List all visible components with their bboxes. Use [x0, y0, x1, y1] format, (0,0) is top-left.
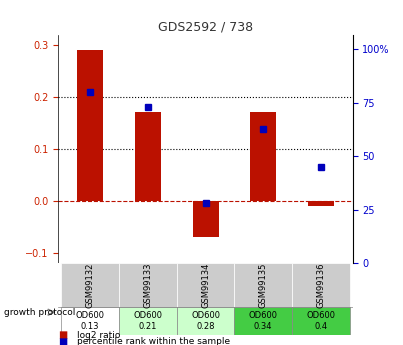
FancyBboxPatch shape	[235, 307, 292, 335]
Text: GSM99132: GSM99132	[86, 263, 95, 308]
Text: GSM99135: GSM99135	[259, 263, 268, 308]
FancyBboxPatch shape	[61, 263, 119, 307]
Text: OD600
0.34: OD600 0.34	[249, 312, 278, 331]
Bar	[77, 50, 103, 201]
FancyBboxPatch shape	[61, 307, 119, 335]
FancyBboxPatch shape	[292, 263, 350, 307]
Bar	[308, 201, 334, 206]
Text: OD600
0.21: OD600 0.21	[133, 312, 162, 331]
Text: OD600
0.13: OD600 0.13	[76, 312, 105, 331]
FancyBboxPatch shape	[292, 307, 350, 335]
Text: GSM99136: GSM99136	[316, 263, 325, 308]
Title: GDS2592 / 738: GDS2592 / 738	[158, 20, 253, 33]
Bar	[193, 201, 218, 237]
FancyBboxPatch shape	[119, 263, 177, 307]
Text: GSM99133: GSM99133	[143, 263, 152, 308]
FancyBboxPatch shape	[177, 307, 235, 335]
Text: OD600
0.28: OD600 0.28	[191, 312, 220, 331]
Text: growth protocol: growth protocol	[4, 308, 75, 317]
FancyBboxPatch shape	[235, 263, 292, 307]
FancyBboxPatch shape	[119, 307, 177, 335]
Text: OD600
0.4: OD600 0.4	[306, 312, 335, 331]
FancyBboxPatch shape	[177, 263, 235, 307]
Text: ■: ■	[58, 337, 68, 345]
Bar	[135, 112, 161, 201]
Text: percentile rank within the sample: percentile rank within the sample	[77, 337, 230, 345]
Text: log2 ratio: log2 ratio	[77, 331, 120, 340]
Text: ■: ■	[58, 331, 68, 340]
Text: GSM99134: GSM99134	[201, 263, 210, 308]
Bar	[250, 112, 276, 201]
